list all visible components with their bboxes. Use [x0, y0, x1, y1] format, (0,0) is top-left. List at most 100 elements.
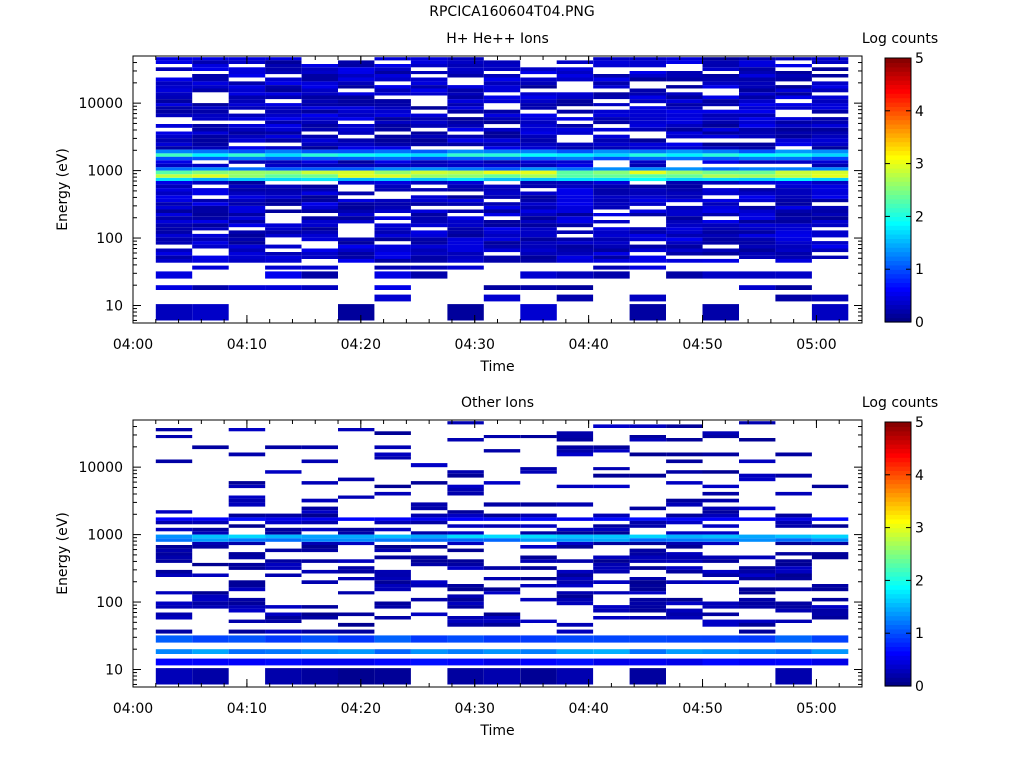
colorbar-step	[885, 461, 911, 467]
heatmap-cell	[192, 520, 229, 525]
heatmap-cell	[666, 459, 703, 464]
heatmap-cell	[410, 545, 448, 549]
colorbar-step	[885, 282, 911, 288]
heatmap-cell	[666, 271, 703, 279]
colorbar-step	[885, 102, 911, 107]
heatmap-cell	[155, 510, 193, 514]
heatmap-cell	[228, 174, 266, 178]
heatmap-cell	[520, 198, 557, 203]
heatmap-cell	[228, 285, 266, 290]
heatmap-cell	[301, 445, 338, 450]
heatmap-cell	[338, 577, 375, 581]
heatmap-cell	[520, 559, 557, 563]
heatmap-cell	[556, 195, 594, 199]
heatmap-cell	[228, 233, 266, 238]
heatmap-cell	[265, 103, 302, 107]
heatmap-cell	[155, 527, 193, 532]
heatmap-cell	[629, 120, 666, 125]
heatmap-cell	[301, 67, 338, 71]
heatmap-cell	[192, 594, 229, 598]
heatmap-cell	[301, 64, 338, 68]
heatmap-cell	[265, 188, 302, 192]
heatmap-cell	[228, 566, 266, 570]
heatmap-cell	[811, 124, 849, 128]
heatmap-cell	[228, 230, 266, 234]
heatmap-cell	[265, 106, 302, 110]
heatmap-cell	[301, 95, 338, 100]
heatmap-cell	[265, 616, 302, 620]
heatmap-cell	[520, 81, 557, 86]
heatmap-cell	[556, 170, 594, 175]
heatmap-cell	[410, 131, 448, 135]
colorbar-step	[885, 677, 911, 683]
heatmap-cell	[447, 156, 484, 161]
heatmap-cell	[265, 520, 302, 525]
heatmap-cell	[556, 153, 594, 157]
heatmap-cell	[739, 131, 776, 135]
colorbar-step	[885, 571, 911, 577]
heatmap-cell	[410, 177, 448, 182]
heatmap-cell	[593, 424, 630, 428]
heatmap-cell	[520, 113, 557, 118]
heatmap-cell	[192, 601, 229, 606]
heatmap-cell	[265, 156, 302, 161]
heatmap-cell	[155, 88, 193, 93]
heatmap-cell	[374, 134, 411, 139]
heatmap-cell	[739, 95, 776, 100]
heatmap-cell	[192, 244, 229, 249]
heatmap-cell	[374, 237, 411, 242]
heatmap-cell	[338, 124, 375, 128]
heatmap-cell	[666, 233, 703, 238]
heatmap-cell	[483, 230, 521, 234]
heatmap-cell	[265, 131, 302, 135]
heatmap-cell	[629, 174, 666, 178]
heatmap-cell	[811, 153, 849, 157]
heatmap-cell	[192, 81, 229, 86]
heatmap-cell	[265, 534, 302, 539]
heatmap-cell	[410, 258, 448, 263]
heatmap-cell	[556, 237, 594, 242]
heatmap-cell	[374, 223, 411, 228]
heatmap-cell	[702, 85, 739, 89]
heatmap-cell	[775, 520, 812, 525]
heatmap-cell	[447, 160, 484, 164]
colorbar-step	[885, 611, 911, 617]
heatmap-cell	[410, 265, 448, 270]
colorbar-tick-label: 4	[915, 104, 924, 120]
colorbar-step	[885, 562, 911, 568]
heatmap-cell	[338, 629, 375, 634]
heatmap-cell	[447, 184, 484, 189]
heatmap-cell	[155, 252, 193, 256]
heatmap-cell	[192, 127, 229, 132]
heatmap-cell	[775, 142, 812, 147]
heatmap-cell	[338, 74, 375, 78]
colorbar-label: Log counts	[862, 31, 938, 47]
heatmap-cell	[593, 524, 630, 528]
heatmap-cell	[666, 99, 703, 104]
heatmap-cell	[775, 271, 812, 279]
heatmap-cell	[775, 587, 812, 592]
heatmap-cell	[374, 252, 411, 256]
heatmap-cell	[739, 477, 776, 482]
colorbar-step	[885, 628, 911, 634]
heatmap-cell	[447, 531, 484, 535]
colorbar-step	[885, 523, 911, 529]
heatmap-cell	[666, 209, 703, 213]
heatmap-cell	[447, 233, 484, 238]
heatmap-cell	[301, 220, 338, 224]
heatmap-cell	[593, 198, 630, 203]
heatmap-cell	[593, 153, 630, 157]
heatmap-cell	[629, 227, 666, 231]
heatmap-cell	[811, 85, 849, 89]
colorbar-step	[885, 300, 911, 305]
heatmap-cell	[483, 184, 521, 189]
heatmap-cell	[629, 658, 666, 666]
heatmap-cell	[265, 285, 302, 290]
heatmap-cell	[739, 177, 776, 182]
heatmap-cell	[374, 174, 411, 178]
heatmap-cell	[629, 177, 666, 182]
heatmap-cell	[775, 88, 812, 93]
heatmap-cell	[447, 304, 484, 321]
heatmap-cell	[192, 67, 229, 71]
heatmap-cell	[629, 597, 666, 602]
